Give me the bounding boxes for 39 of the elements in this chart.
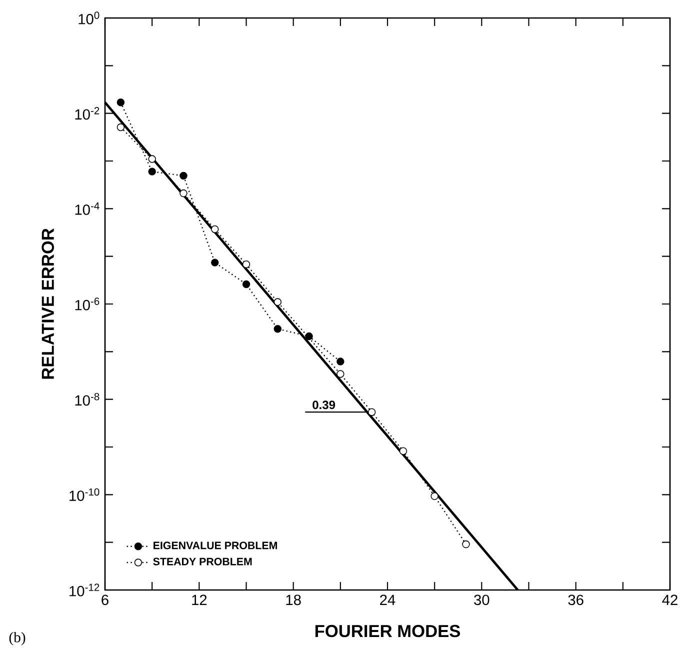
y-tick-label: 10$^{-12}$ bbox=[70, 584, 100, 596]
x-tick-label: 12 bbox=[192, 594, 207, 605]
y-tick-label: 10$^{-2}$ bbox=[75, 107, 100, 120]
legend-label: EIGENVALUE PROBLEM bbox=[154, 542, 277, 550]
point bbox=[462, 540, 470, 548]
y-axis-title: RELATIVE ERROR bbox=[42, 228, 54, 379]
x-tick-label: 42 bbox=[662, 594, 678, 605]
point bbox=[305, 332, 313, 340]
point bbox=[210, 258, 219, 266]
y-tick-label: 10$^{-10}$ bbox=[70, 488, 100, 501]
y-tick-label: 10$^{-8}$ bbox=[75, 393, 100, 406]
annotation: 0.39 bbox=[312, 400, 336, 410]
x-tick-label: 18 bbox=[286, 594, 301, 606]
point bbox=[430, 492, 438, 500]
point bbox=[399, 447, 408, 455]
point bbox=[116, 123, 125, 132]
point bbox=[242, 280, 250, 288]
text: (b) bbox=[9, 632, 26, 646]
point bbox=[336, 370, 344, 378]
point bbox=[148, 155, 156, 163]
x-axis-title: FOURIER MODES bbox=[315, 624, 460, 638]
x-tick-label: 36 bbox=[568, 594, 584, 606]
point bbox=[180, 172, 188, 180]
legend-label: STEADY PROBLEM bbox=[153, 558, 252, 566]
point bbox=[116, 98, 125, 106]
x-tick-label: 6 bbox=[102, 594, 108, 606]
y-tick-label: 10$^{0}$ bbox=[78, 12, 100, 24]
point bbox=[148, 168, 156, 176]
point bbox=[274, 298, 282, 306]
point bbox=[242, 260, 250, 268]
y-tick-label: 10$^{-6}$ bbox=[75, 298, 100, 310]
y-tick-label: 10$^{-4}$ bbox=[75, 202, 100, 215]
x-tick-label: 24 bbox=[380, 594, 396, 605]
point bbox=[336, 358, 344, 366]
point bbox=[368, 408, 376, 416]
point bbox=[274, 325, 282, 333]
x-tick-label: 30 bbox=[474, 594, 490, 606]
point bbox=[180, 189, 188, 198]
point bbox=[210, 225, 219, 234]
